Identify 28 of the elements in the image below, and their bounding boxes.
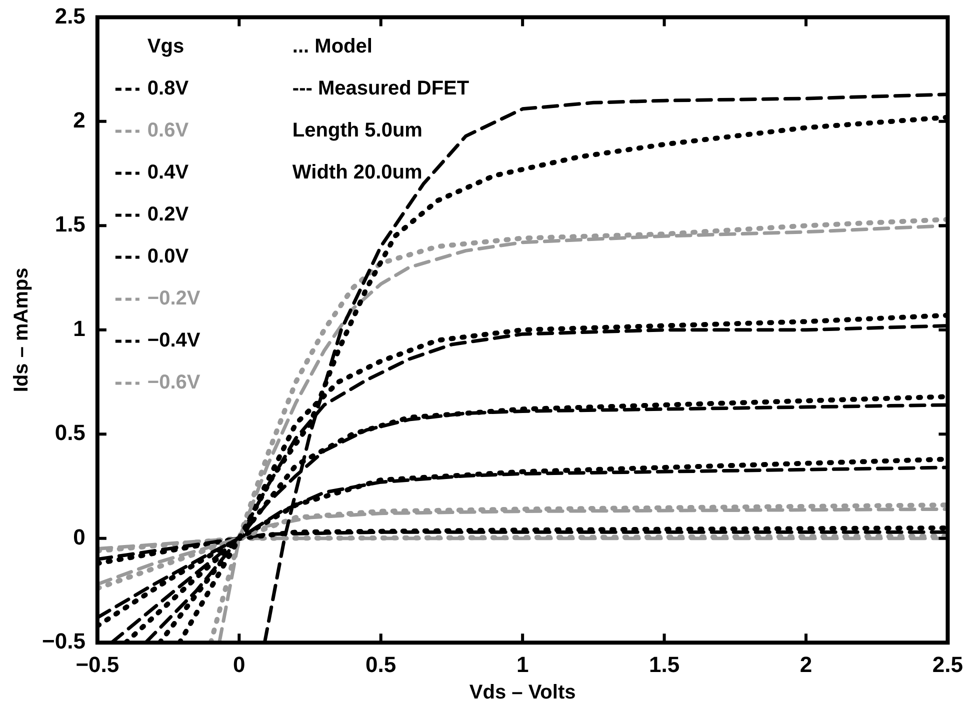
annotation: Width 20.0um: [292, 162, 422, 184]
y-tick-label: 0: [73, 524, 86, 550]
x-tick-label: 0.5: [366, 652, 396, 677]
y-axis-title: Ids – mAmps: [10, 268, 33, 392]
annotation: --- Measured DFET: [292, 78, 470, 100]
legend-label: 0.6V: [147, 120, 190, 142]
x-tick-label: 2: [800, 652, 812, 677]
y-tick-label: 2: [73, 107, 86, 132]
y-tick-label: 1: [73, 316, 86, 341]
legend-title: Vgs: [147, 36, 184, 58]
x-tick-label: 2.5: [932, 652, 964, 677]
legend-label: −0.6V: [147, 372, 201, 394]
legend-label: 0.0V: [147, 246, 190, 268]
x-tick-label: 1: [516, 652, 529, 677]
y-tick-label: 2.5: [54, 3, 86, 28]
y-tick-label: −0.5: [42, 628, 86, 654]
annotation: ... Model: [292, 36, 372, 58]
legend-label: −0.2V: [147, 288, 201, 310]
annotation: Length 5.0um: [292, 120, 422, 142]
x-tick-label: 1.5: [648, 652, 680, 677]
x-tick-label: 0: [233, 652, 246, 677]
y-tick-label: 0.5: [54, 420, 86, 446]
legend-label: 0.4V: [147, 162, 190, 184]
legend-label: 0.2V: [147, 204, 190, 226]
x-axis-title: Vds – Volts: [469, 682, 576, 704]
legend-label: 0.8V: [147, 78, 190, 100]
legend-label: −0.4V: [147, 330, 201, 352]
y-tick-label: 1.5: [54, 212, 86, 237]
